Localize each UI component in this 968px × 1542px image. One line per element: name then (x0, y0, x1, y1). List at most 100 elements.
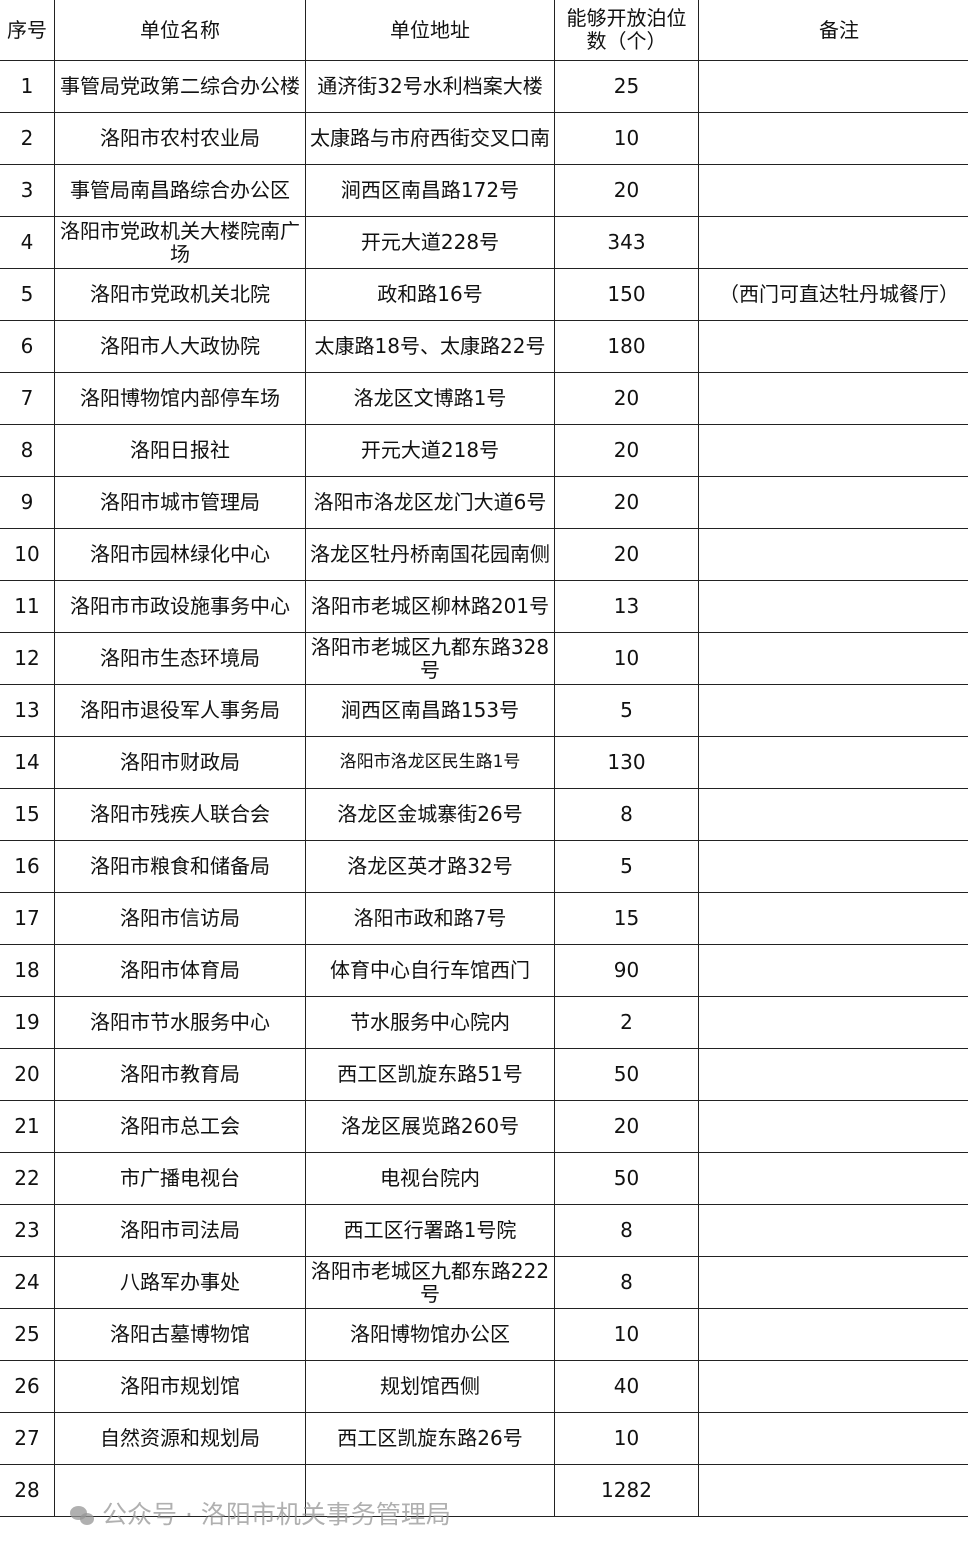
table-row: 8 洛阳日报社 开元大道218号 20 (0, 424, 968, 477)
cell-spaces: 180 (554, 320, 699, 373)
cell-name: 洛阳市党政机关北院 (54, 268, 306, 321)
cell-address: 涧西区南昌路172号 (305, 164, 555, 217)
cell-note (698, 1412, 968, 1465)
table-row: 11 洛阳市市政设施事务中心 洛阳市老城区柳林路201号 13 (0, 580, 968, 633)
cell-name: 市广播电视台 (54, 1152, 306, 1205)
cell-no: 9 (0, 476, 55, 529)
cell-name: 洛阳市财政局 (54, 736, 306, 789)
cell-spaces: 20 (554, 164, 699, 217)
cell-address: 洛阳市洛龙区龙门大道6号 (305, 476, 555, 529)
cell-address: 洛阳博物馆办公区 (305, 1308, 555, 1361)
table-row: 4 洛阳市党政机关大楼院南广场 开元大道228号 343 (0, 216, 968, 269)
cell-address: 洛龙区展览路260号 (305, 1100, 555, 1153)
cell-spaces: 8 (554, 1256, 699, 1309)
cell-name: 洛阳市总工会 (54, 1100, 306, 1153)
cell-name: 八路军办事处 (54, 1256, 306, 1309)
cell-note (698, 1100, 968, 1153)
cell-no: 5 (0, 268, 55, 321)
cell-spaces: 40 (554, 1360, 699, 1413)
cell-note (698, 372, 968, 425)
table-row: 1 事管局党政第二综合办公楼 通济街32号水利档案大楼 25 (0, 60, 968, 113)
table-row: 2 洛阳市农村农业局 太康路与市府西街交叉口南 10 (0, 112, 968, 165)
cell-address: 洛阳市老城区九都东路328号 (305, 632, 555, 685)
cell-name: 洛阳市生态环境局 (54, 632, 306, 685)
table-row: 7 洛阳博物馆内部停车场 洛龙区文博路1号 20 (0, 372, 968, 425)
cell-name (54, 1464, 306, 1517)
cell-address: 规划馆西侧 (305, 1360, 555, 1413)
cell-address: 洛阳市老城区九都东路222号 (305, 1256, 555, 1309)
table-row: 21 洛阳市总工会 洛龙区展览路260号 20 (0, 1100, 968, 1153)
cell-no: 15 (0, 788, 55, 841)
cell-no: 22 (0, 1152, 55, 1205)
cell-no: 2 (0, 112, 55, 165)
table-row: 23 洛阳市司法局 西工区行署路1号院 8 (0, 1204, 968, 1257)
cell-spaces: 343 (554, 216, 699, 269)
cell-address: 洛阳市政和路7号 (305, 892, 555, 945)
table-row: 5 洛阳市党政机关北院 政和路16号 150 （西门可直达牡丹城餐厅） (0, 268, 968, 321)
cell-address: 通济街32号水利档案大楼 (305, 60, 555, 113)
cell-name: 事管局南昌路综合办公区 (54, 164, 306, 217)
table-row: 19 洛阳市节水服务中心 节水服务中心院内 2 (0, 996, 968, 1049)
cell-note (698, 60, 968, 113)
cell-note (698, 1256, 968, 1309)
cell-address: 太康路18号、太康路22号 (305, 320, 555, 373)
cell-name: 洛阳市节水服务中心 (54, 996, 306, 1049)
header-spaces: 能够开放泊位数（个） (554, 0, 699, 61)
cell-address: 洛龙区金城寨街26号 (305, 788, 555, 841)
cell-no: 12 (0, 632, 55, 685)
cell-spaces: 10 (554, 1308, 699, 1361)
cell-spaces: 13 (554, 580, 699, 633)
cell-address: 电视台院内 (305, 1152, 555, 1205)
cell-no: 25 (0, 1308, 55, 1361)
cell-no: 13 (0, 684, 55, 737)
table-row: 12 洛阳市生态环境局 洛阳市老城区九都东路328号 10 (0, 632, 968, 685)
cell-name: 自然资源和规划局 (54, 1412, 306, 1465)
cell-spaces: 10 (554, 112, 699, 165)
cell-name: 洛阳市信访局 (54, 892, 306, 945)
cell-address: 太康路与市府西街交叉口南 (305, 112, 555, 165)
cell-spaces: 20 (554, 476, 699, 529)
table-row: 15 洛阳市残疾人联合会 洛龙区金城寨街26号 8 (0, 788, 968, 841)
header-address: 单位地址 (305, 0, 555, 61)
cell-name: 事管局党政第二综合办公楼 (54, 60, 306, 113)
cell-name: 洛阳市粮食和储备局 (54, 840, 306, 893)
cell-note (698, 528, 968, 581)
cell-note (698, 476, 968, 529)
table-row: 10 洛阳市园林绿化中心 洛龙区牡丹桥南国花园南侧 20 (0, 528, 968, 581)
cell-note (698, 788, 968, 841)
cell-address: 开元大道228号 (305, 216, 555, 269)
table-header-row: 序号 单位名称 单位地址 能够开放泊位数（个） 备注 (0, 0, 968, 61)
cell-note (698, 1152, 968, 1205)
cell-address: 洛龙区牡丹桥南国花园南侧 (305, 528, 555, 581)
table-row: 14 洛阳市财政局 洛阳市洛龙区民生路1号 130 (0, 736, 968, 789)
cell-name: 洛阳日报社 (54, 424, 306, 477)
cell-no: 11 (0, 580, 55, 633)
table-row: 17 洛阳市信访局 洛阳市政和路7号 15 (0, 892, 968, 945)
table-row: 24 八路军办事处 洛阳市老城区九都东路222号 8 (0, 1256, 968, 1309)
cell-address (305, 1464, 555, 1517)
cell-spaces: 8 (554, 788, 699, 841)
cell-note (698, 944, 968, 997)
cell-name: 洛阳市城市管理局 (54, 476, 306, 529)
cell-note (698, 112, 968, 165)
cell-note (698, 216, 968, 269)
cell-address: 洛龙区文博路1号 (305, 372, 555, 425)
cell-spaces: 15 (554, 892, 699, 945)
cell-name: 洛阳市市政设施事务中心 (54, 580, 306, 633)
cell-name: 洛阳市退役军人事务局 (54, 684, 306, 737)
table-row: 13 洛阳市退役军人事务局 涧西区南昌路153号 5 (0, 684, 968, 737)
table-row: 3 事管局南昌路综合办公区 涧西区南昌路172号 20 (0, 164, 968, 217)
cell-address: 开元大道218号 (305, 424, 555, 477)
cell-note (698, 424, 968, 477)
cell-note (698, 736, 968, 789)
table-row: 6 洛阳市人大政协院 太康路18号、太康路22号 180 (0, 320, 968, 373)
cell-no: 1 (0, 60, 55, 113)
cell-name: 洛阳市体育局 (54, 944, 306, 997)
table-row: 18 洛阳市体育局 体育中心自行车馆西门 90 (0, 944, 968, 997)
cell-spaces: 130 (554, 736, 699, 789)
cell-note (698, 996, 968, 1049)
cell-name: 洛阳市残疾人联合会 (54, 788, 306, 841)
cell-address: 政和路16号 (305, 268, 555, 321)
cell-no: 8 (0, 424, 55, 477)
cell-no: 23 (0, 1204, 55, 1257)
